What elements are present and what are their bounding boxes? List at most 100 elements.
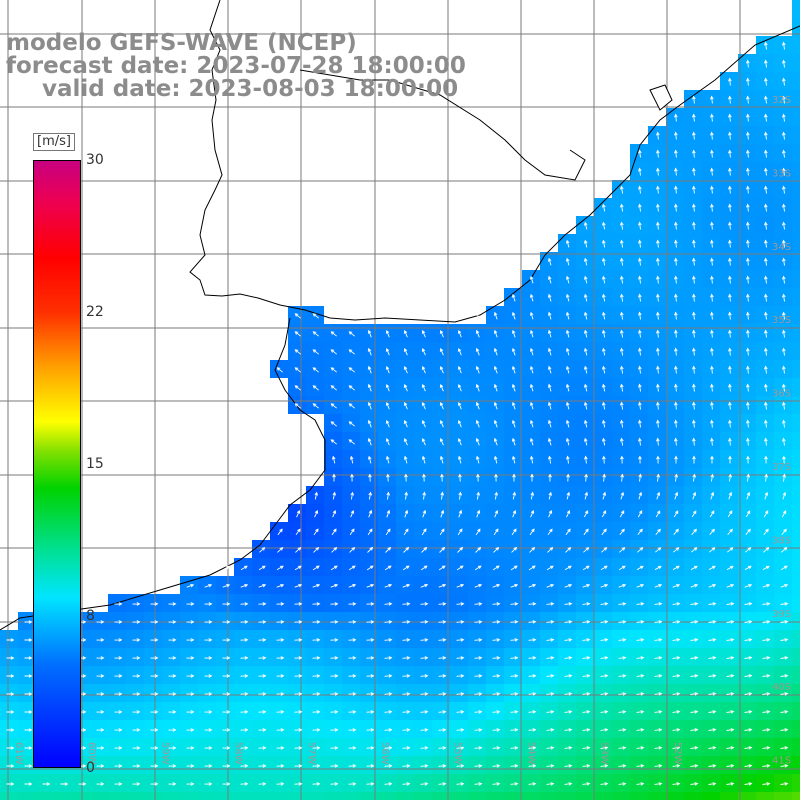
wind-cell — [720, 648, 738, 666]
wind-arrow — [726, 782, 735, 786]
wind-cell — [504, 558, 522, 576]
wind-cell — [468, 576, 486, 594]
wind-cell — [288, 612, 306, 630]
wind-cell — [288, 756, 306, 774]
wind-cell — [90, 702, 108, 720]
wind-cell — [558, 792, 576, 800]
wind-arrow — [762, 565, 770, 571]
wind-arrow — [619, 185, 624, 194]
wind-cell — [540, 720, 558, 738]
wind-cell — [468, 432, 486, 450]
wind-arrow — [511, 311, 516, 320]
wind-cell — [504, 792, 522, 800]
wind-arrow — [746, 401, 750, 410]
wind-cell — [396, 720, 414, 738]
wind-cell — [342, 792, 360, 800]
wind-cell — [792, 558, 800, 576]
wind-cell — [90, 630, 108, 648]
wind-cell — [756, 630, 774, 648]
wind-cell — [522, 324, 540, 342]
wind-arrow — [600, 565, 608, 571]
wind-arrow — [692, 455, 696, 464]
wind-cell — [558, 342, 576, 360]
wind-cell — [468, 630, 486, 648]
wind-cell — [576, 792, 594, 800]
wind-cell — [684, 540, 702, 558]
wind-cell — [702, 612, 720, 630]
wind-cell — [612, 774, 630, 792]
wind-cell — [360, 558, 378, 576]
wind-arrow — [294, 656, 303, 660]
wind-cell — [738, 684, 756, 702]
wind-arrow — [114, 746, 123, 750]
wind-arrow — [762, 583, 771, 588]
wind-arrow — [728, 203, 732, 212]
wind-cell — [648, 522, 666, 540]
wind-arrow — [276, 764, 285, 768]
wind-arrow — [150, 692, 159, 696]
wind-arrow — [512, 491, 517, 500]
wind-arrow — [674, 185, 678, 194]
wind-arrow — [600, 782, 609, 786]
wind-cell — [738, 504, 756, 522]
wind-cell — [414, 666, 432, 684]
wind-arrow — [728, 293, 732, 302]
wind-arrow — [745, 547, 752, 553]
wind-arrow — [619, 347, 624, 356]
wind-cell — [774, 504, 792, 522]
wind-cell — [666, 648, 684, 666]
wind-cell — [576, 558, 594, 576]
wind-cell — [288, 738, 306, 756]
wind-arrow — [638, 401, 642, 410]
wind-arrow — [710, 167, 714, 176]
wind-arrow — [421, 365, 426, 374]
wind-cell — [558, 702, 576, 720]
wind-cell — [0, 720, 18, 738]
wind-arrow — [656, 131, 660, 140]
wind-arrow — [781, 239, 786, 248]
wind-arrow — [385, 528, 391, 536]
wind-arrow — [294, 313, 301, 319]
wind-arrow — [529, 383, 534, 392]
wind-arrow — [348, 583, 357, 588]
wind-arrow — [493, 329, 498, 338]
wind-cell — [432, 540, 450, 558]
wind-cell — [630, 612, 648, 630]
wind-arrow — [294, 367, 301, 373]
wind-arrow — [6, 782, 15, 786]
wind-cell — [468, 684, 486, 702]
wind-cell — [522, 414, 540, 432]
wind-arrow — [24, 620, 33, 624]
wind-cell — [612, 612, 630, 630]
wind-arrow — [726, 710, 735, 714]
wind-cell — [540, 666, 558, 684]
wind-cell — [450, 792, 468, 800]
wind-arrow — [601, 365, 606, 374]
wind-cell — [720, 504, 738, 522]
coastline-segment — [0, 317, 326, 631]
wind-cell — [126, 684, 144, 702]
wind-cell — [648, 540, 666, 558]
wind-cell — [720, 774, 738, 792]
wind-cell — [378, 558, 396, 576]
wind-arrow — [512, 509, 517, 518]
wind-arrow — [672, 782, 681, 786]
wind-arrow — [692, 419, 696, 428]
wind-arrow — [710, 95, 714, 104]
wind-cell — [414, 612, 432, 630]
wind-arrow — [726, 692, 735, 696]
wind-cell — [468, 720, 486, 738]
wind-arrow — [764, 329, 768, 338]
wind-arrow — [510, 692, 519, 696]
wind-cell — [414, 450, 432, 468]
wind-arrow — [348, 656, 357, 660]
wind-arrow — [132, 674, 141, 678]
wind-arrow — [204, 602, 213, 606]
wind-arrow — [186, 782, 195, 786]
wind-arrow — [600, 638, 609, 642]
wind-arrow — [583, 257, 588, 266]
wind-arrow — [781, 510, 787, 518]
wind-arrow — [672, 602, 681, 606]
wind-cell — [270, 666, 288, 684]
wind-arrow — [422, 473, 426, 482]
